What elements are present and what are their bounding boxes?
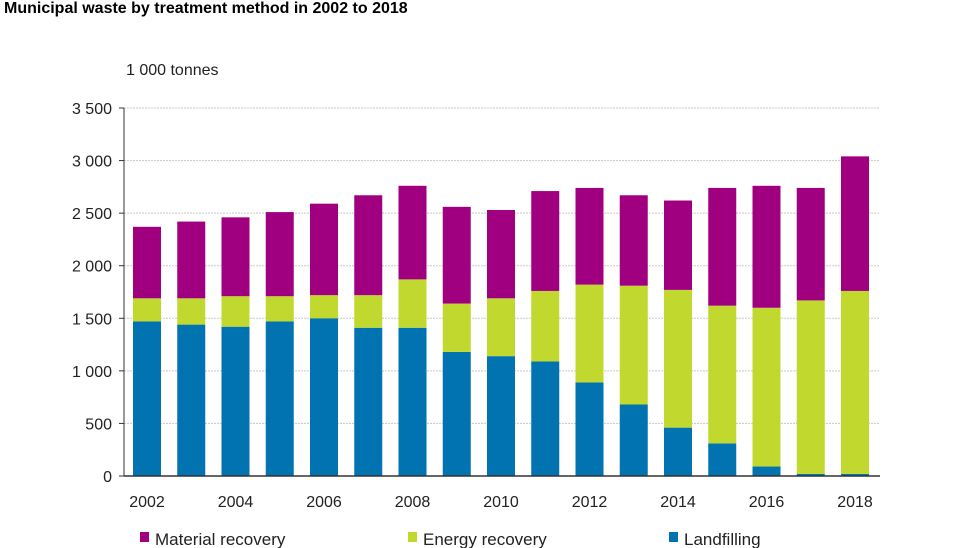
bar-segment-landfilling <box>708 443 737 476</box>
x-tick-label: 2018 <box>837 494 873 511</box>
legend: Material recovery Energy recovery Landfill… <box>140 530 761 548</box>
legend-swatch <box>669 532 678 542</box>
bar-segment-landfilling <box>531 361 560 476</box>
legend-swatch <box>408 532 417 542</box>
y-axis-label: 1 000 tonnes <box>126 62 219 79</box>
bar-segment-material-recovery <box>664 200 692 290</box>
bar-segment-energy-recovery <box>708 305 737 444</box>
bars <box>133 156 869 476</box>
x-tick-label: 2004 <box>218 494 254 511</box>
bar-segment-energy-recovery <box>221 296 250 327</box>
bar-segment-material-recovery <box>354 195 383 296</box>
bar-segment-landfilling <box>752 466 781 476</box>
bar-segment-energy-recovery <box>487 298 515 357</box>
bar-segment-material-recovery <box>221 217 250 297</box>
legend-label: Material recovery <box>155 530 286 548</box>
legend-label: Landfilling <box>684 530 761 548</box>
bar-segment-energy-recovery <box>265 296 294 322</box>
x-tick-label: 2002 <box>129 494 165 511</box>
bar-segment-material-recovery <box>841 156 869 291</box>
bar-segment-landfilling <box>177 324 206 476</box>
bar-segment-landfilling <box>487 356 515 476</box>
bar-segment-energy-recovery <box>354 295 383 328</box>
bar-segment-landfilling <box>442 351 471 476</box>
bar-segment-material-recovery <box>487 209 515 299</box>
bar-segment-energy-recovery <box>575 284 604 383</box>
bar-segment-energy-recovery <box>619 285 648 405</box>
legend-swatch <box>140 532 149 542</box>
bar-segment-landfilling <box>310 318 338 476</box>
bar-segment-energy-recovery <box>752 307 781 467</box>
y-tick-label: 2 000 <box>72 259 112 276</box>
x-tick-label: 2008 <box>395 494 431 511</box>
x-tick-label: 2016 <box>749 494 785 511</box>
bar-segment-material-recovery <box>265 212 294 297</box>
bar-segment-landfilling <box>265 321 294 476</box>
bar-segment-material-recovery <box>619 195 648 286</box>
bar-segment-material-recovery <box>442 206 471 304</box>
bar-segment-energy-recovery <box>531 290 560 362</box>
bar-segment-material-recovery <box>398 185 427 280</box>
x-tick-label: 2010 <box>483 494 519 511</box>
bar-segment-energy-recovery <box>398 279 427 328</box>
y-tick-label: 500 <box>85 416 112 433</box>
y-tick-label: 0 <box>103 469 112 486</box>
bar-segment-landfilling <box>398 327 427 476</box>
bar-segment-material-recovery <box>752 185 781 308</box>
bar-segment-material-recovery <box>796 187 825 301</box>
bar-segment-energy-recovery <box>177 298 206 325</box>
bar-segment-material-recovery <box>133 226 161 299</box>
bar-segment-energy-recovery <box>133 298 161 322</box>
y-tick-label: 3 500 <box>72 101 112 118</box>
bar-segment-energy-recovery <box>664 289 692 428</box>
x-tick-label: 2006 <box>306 494 342 511</box>
x-tick-label: 2012 <box>572 494 608 511</box>
bar-segment-material-recovery <box>708 187 737 306</box>
bar-segment-material-recovery <box>310 203 338 296</box>
bar-segment-energy-recovery <box>841 290 869 474</box>
bar-segment-landfilling <box>575 382 604 476</box>
y-tick-label: 1 500 <box>72 311 112 328</box>
bar-segment-landfilling <box>221 326 250 476</box>
bar-segment-material-recovery <box>575 187 604 285</box>
bar-segment-material-recovery <box>531 191 560 291</box>
bar-segment-energy-recovery <box>796 300 825 474</box>
chart-title: Municipal waste by treatment method in 2… <box>4 0 408 17</box>
bar-segment-landfilling <box>664 427 692 476</box>
bar-segment-landfilling <box>619 404 648 476</box>
bar-segment-landfilling <box>354 327 383 476</box>
legend-label: Energy recovery <box>423 530 547 548</box>
bar-segment-energy-recovery <box>310 295 338 319</box>
y-tick-label: 1 000 <box>72 364 112 381</box>
bar-segment-landfilling <box>841 473 869 476</box>
bar-segment-material-recovery <box>177 221 206 299</box>
bar-segment-landfilling <box>133 321 161 476</box>
y-tick-label: 3 000 <box>72 154 112 171</box>
bar-segment-landfilling <box>796 473 825 476</box>
x-tick-label: 2014 <box>660 494 696 511</box>
bar-segment-energy-recovery <box>442 303 471 352</box>
y-tick-label: 2 500 <box>72 206 112 223</box>
axes: 0 500 1 000 1 500 2 000 2 500 3 000 3 500 2002 20… <box>72 101 880 511</box>
